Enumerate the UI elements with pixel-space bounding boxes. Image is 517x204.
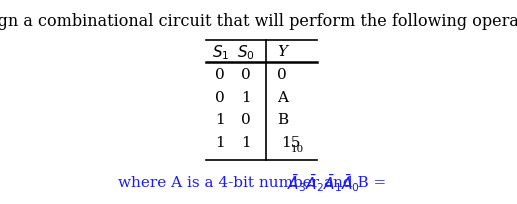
- Text: 15: 15: [281, 136, 300, 150]
- Text: A: A: [277, 91, 288, 104]
- Text: $S_0$: $S_0$: [237, 43, 255, 62]
- Text: 10: 10: [291, 145, 305, 154]
- Text: 0: 0: [278, 68, 287, 82]
- Text: Y: Y: [277, 45, 287, 59]
- Text: 1: 1: [241, 91, 251, 104]
- Text: 1: 1: [216, 113, 225, 127]
- Text: 0: 0: [216, 91, 225, 104]
- Text: B: B: [277, 113, 288, 127]
- Text: Design a combinational circuit that will perform the following operation:: Design a combinational circuit that will…: [0, 13, 517, 30]
- Text: where A is a 4-bit number and B =: where A is a 4-bit number and B =: [118, 176, 391, 190]
- Text: 0: 0: [241, 113, 251, 127]
- Text: 0: 0: [241, 68, 251, 82]
- Text: $\bar{A}_3\bar{A}_2\bar{A}_1\bar{A}_0$: $\bar{A}_3\bar{A}_2\bar{A}_1\bar{A}_0$: [286, 172, 360, 194]
- Text: 1: 1: [241, 136, 251, 150]
- Text: 1: 1: [216, 136, 225, 150]
- Text: 0: 0: [216, 68, 225, 82]
- Text: $S_1$: $S_1$: [211, 43, 229, 62]
